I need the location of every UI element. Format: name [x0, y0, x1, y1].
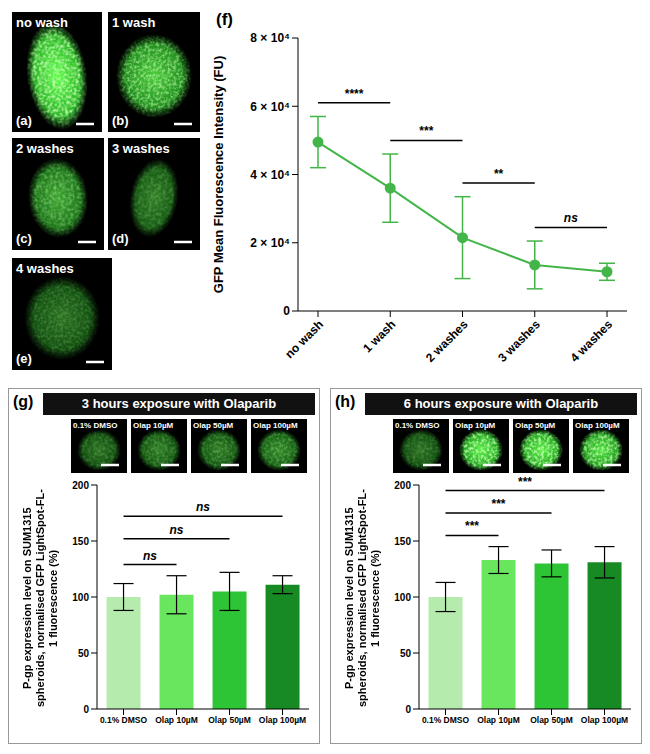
html-text:(h): (h) — [335, 393, 356, 410]
html-text:(e): (e) — [16, 351, 32, 366]
html-text:0.1% DMSO: 0.1% DMSO — [73, 421, 118, 430]
svg-text:***: *** — [491, 497, 505, 511]
svg-text:4 × 10⁴: 4 × 10⁴ — [250, 168, 290, 182]
svg-text:ns: ns — [564, 211, 578, 225]
svg-text:ns: ns — [169, 523, 183, 537]
svg-text:ns: ns — [143, 549, 157, 563]
html-text:Olap 50µM: Olap 50µM — [193, 421, 234, 430]
svg-text:4 washes: 4 washes — [568, 317, 616, 365]
svg-text:100: 100 — [72, 592, 89, 603]
html-text:(b): (b) — [112, 113, 129, 128]
html-text:no wash: no wash — [16, 15, 68, 30]
html-text:(a): (a) — [16, 113, 32, 128]
svg-text:0: 0 — [405, 704, 411, 715]
svg-text:0.1% DMSO: 0.1% DMSO — [422, 715, 470, 725]
svg-text:****: **** — [345, 87, 364, 101]
html-text:2 washes: 2 washes — [16, 141, 74, 156]
svg-text:ns: ns — [196, 500, 210, 514]
html-text:(d): (d) — [112, 231, 129, 246]
svg-text:Olap 50µM: Olap 50µM — [530, 715, 573, 725]
svg-text:8 × 10⁴: 8 × 10⁴ — [250, 31, 290, 45]
svg-text:Olap 100µM: Olap 100µM — [259, 715, 306, 725]
html-text:Olap 10µM: Olap 10µM — [133, 421, 174, 430]
svg-text:***: *** — [518, 477, 532, 489]
svg-text:0: 0 — [283, 304, 290, 318]
html-text:3 washes: 3 washes — [112, 141, 170, 156]
html-text:4 washes: 4 washes — [16, 261, 74, 276]
svg-text:1 wash: 1 wash — [360, 317, 398, 355]
svg-text:0: 0 — [83, 704, 89, 715]
svg-text:2 × 10⁴: 2 × 10⁴ — [250, 236, 290, 250]
html-text:(c): (c) — [16, 231, 32, 246]
html-text:1 wash: 1 wash — [112, 15, 156, 30]
html-text:P-gp expression level on SUM13: P-gp expression level on SUM1315 spheroi… — [342, 489, 381, 707]
html-text:(f): (f) — [216, 10, 233, 29]
svg-text:50: 50 — [400, 648, 412, 659]
svg-text:2 washes: 2 washes — [423, 317, 471, 365]
svg-text:50: 50 — [78, 648, 90, 659]
html-text:Olap 10µM: Olap 10µM — [455, 421, 496, 430]
html-text:Olap 50µM: Olap 50µM — [515, 421, 556, 430]
svg-text:200: 200 — [72, 480, 89, 491]
svg-text:***: *** — [465, 519, 479, 533]
svg-text:**: ** — [494, 167, 504, 181]
svg-text:Olap 50µM: Olap 50µM — [208, 715, 251, 725]
html-text:6 hours exposure with Olaparib: 6 hours exposure with Olaparib — [403, 396, 599, 411]
svg-text:100: 100 — [394, 592, 411, 603]
svg-text:200: 200 — [394, 480, 411, 491]
html-text:3 hours exposure with Olaparib: 3 hours exposure with Olaparib — [81, 396, 277, 411]
html-text:P-gp expression level on SUM13: P-gp expression level on SUM1315 spheroi… — [20, 489, 59, 707]
html-text:0.1% DMSO: 0.1% DMSO — [395, 421, 440, 430]
svg-text:GFP Mean Fluorescence Intensit: GFP Mean Fluorescence Intensity (FU) — [211, 56, 226, 293]
svg-text:***: *** — [419, 124, 433, 138]
svg-text:Olap 10µM: Olap 10µM — [477, 715, 520, 725]
html-text:(g): (g) — [13, 393, 34, 410]
svg-text:Olap 10µM: Olap 10µM — [155, 715, 198, 725]
html-text:Olap 100µM: Olap 100µM — [575, 421, 620, 430]
html-text:Olap 100µM: Olap 100µM — [253, 421, 298, 430]
svg-text:150: 150 — [72, 536, 89, 547]
svg-text:3 washes: 3 washes — [495, 317, 543, 365]
svg-text:150: 150 — [394, 536, 411, 547]
svg-text:Olap 100µM: Olap 100µM — [581, 715, 628, 725]
svg-text:0.1% DMSO: 0.1% DMSO — [100, 715, 148, 725]
svg-text:no wash: no wash — [282, 317, 326, 361]
svg-text:6 × 10⁴: 6 × 10⁴ — [250, 100, 290, 114]
